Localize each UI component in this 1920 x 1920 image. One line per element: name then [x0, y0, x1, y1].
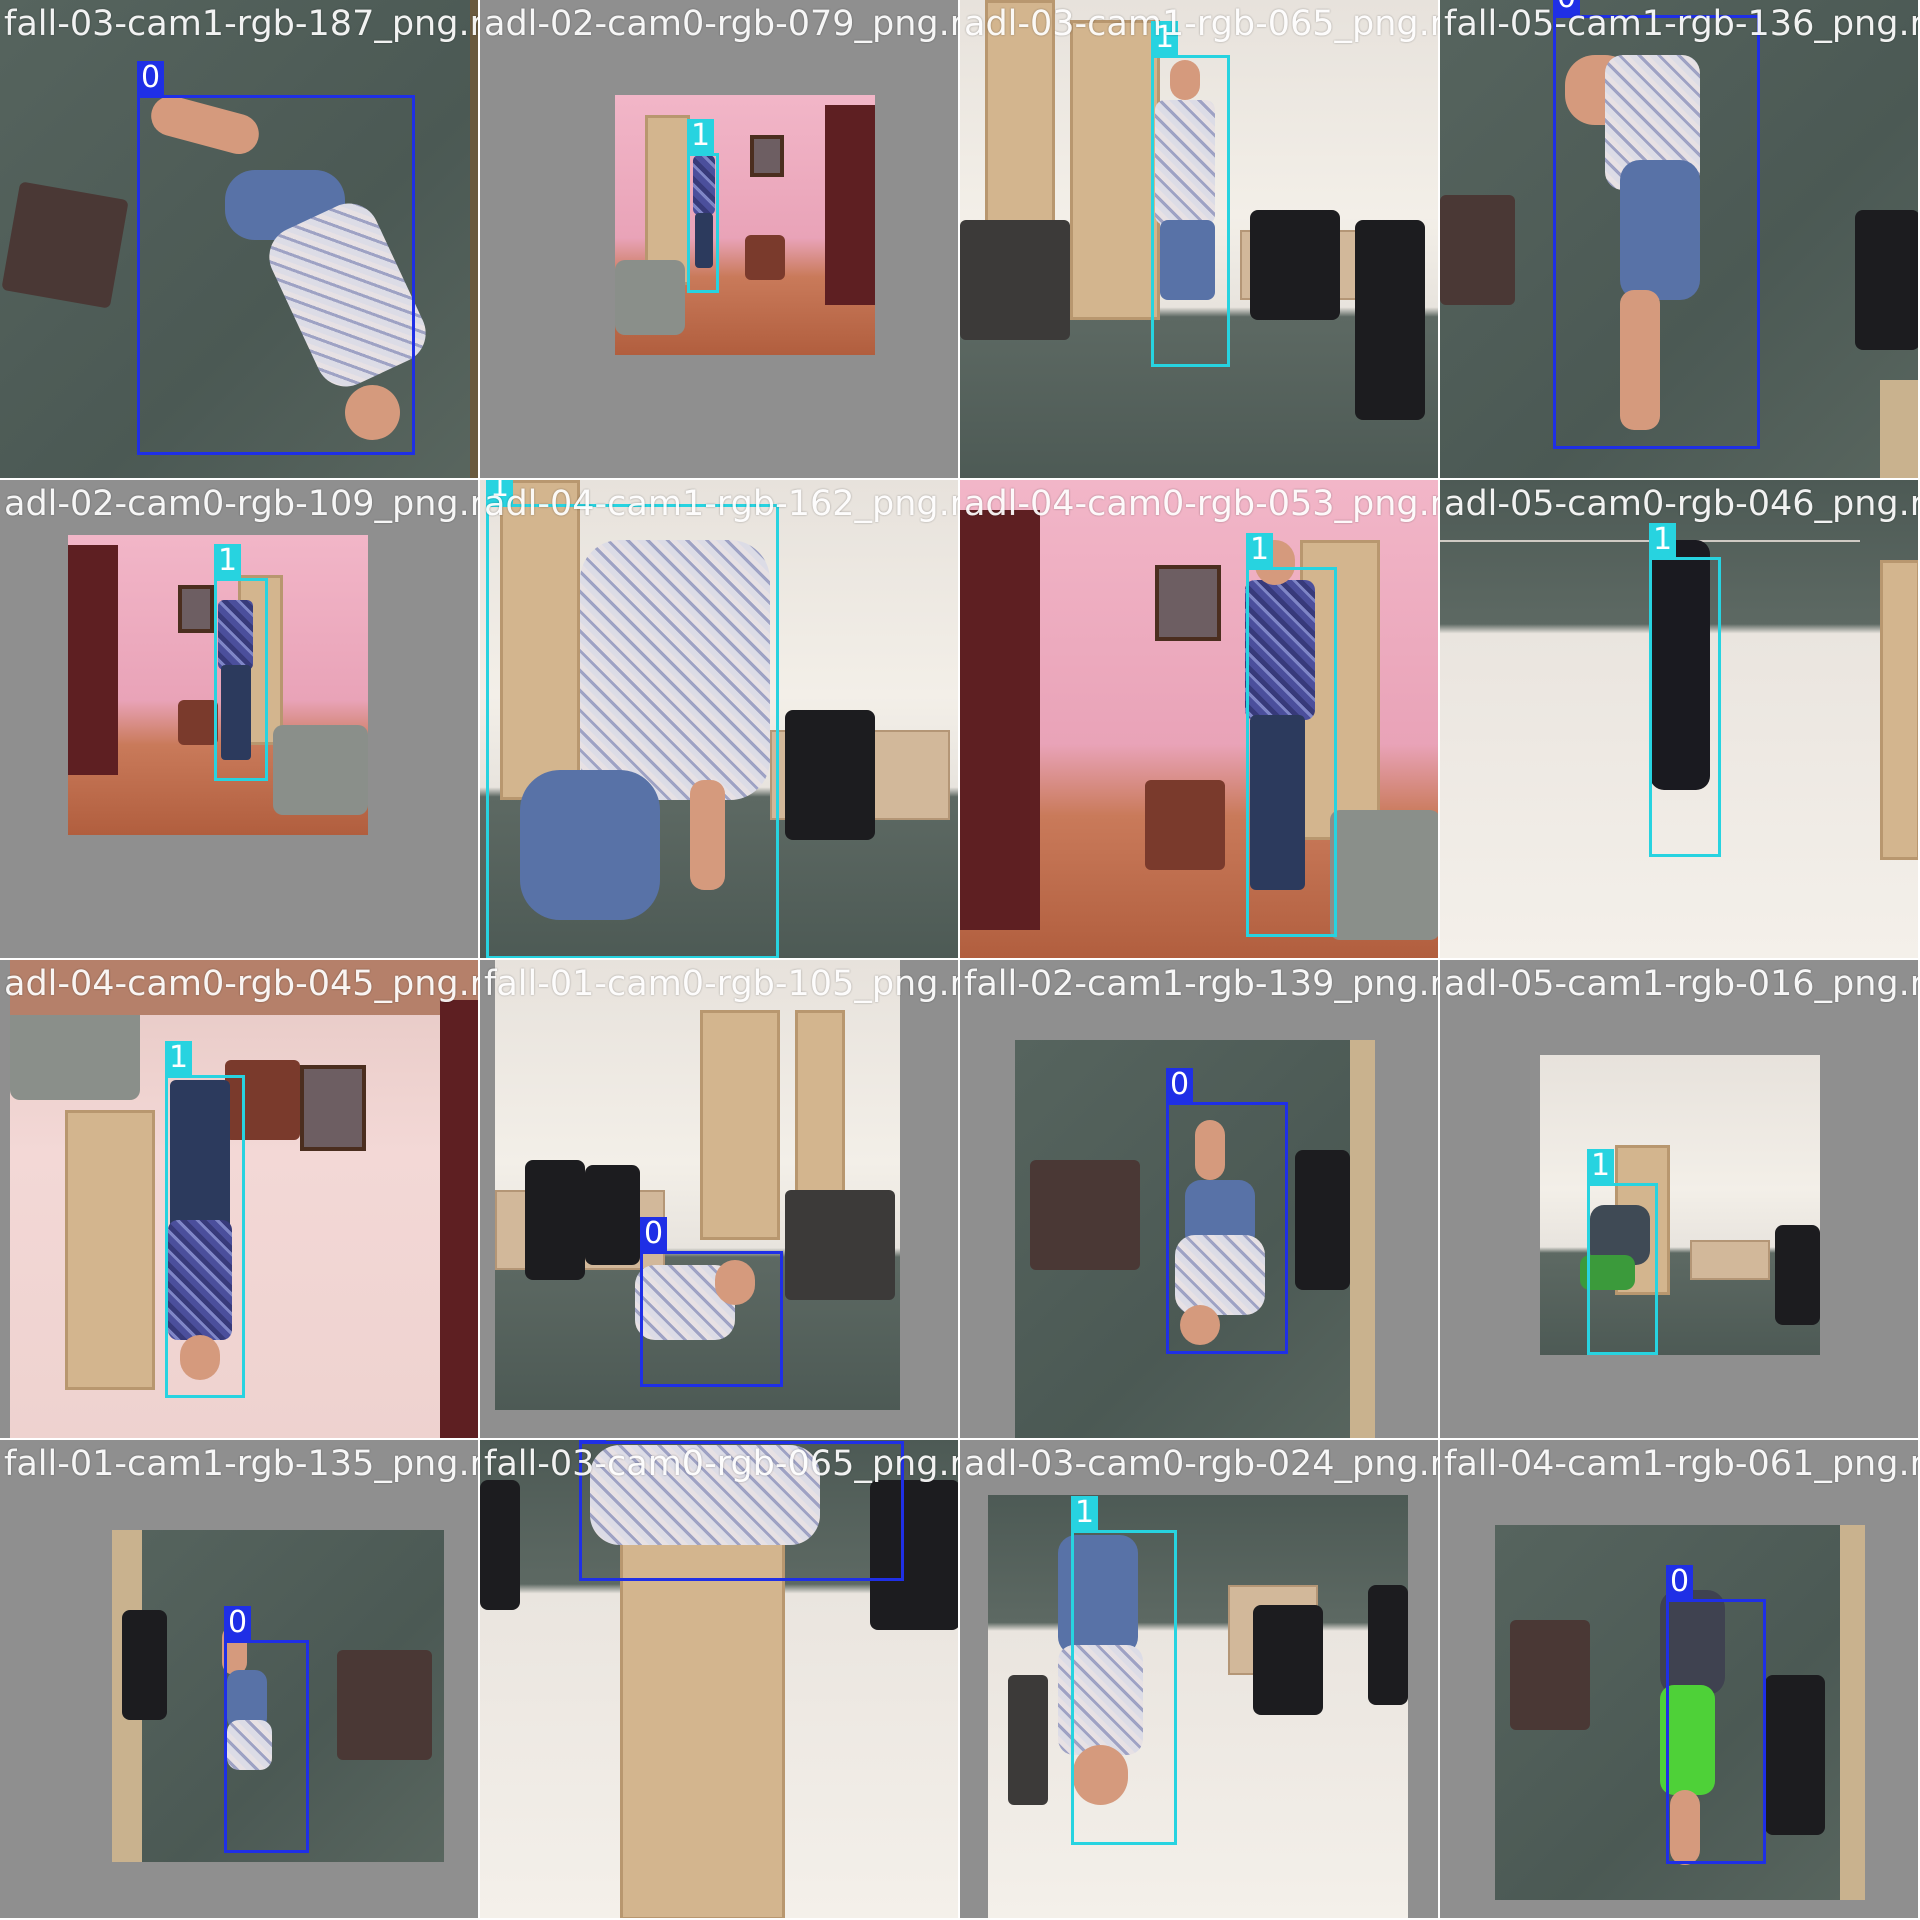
box-class-label: 0 — [224, 1606, 252, 1640]
bounding-box-class-1: 1 — [1587, 1149, 1658, 1355]
mosaic-tile: 1 adl-02-cam0-rgb-109_png.rf — [0, 480, 480, 960]
image-caption: fall-02-cam1-rgb-139_png.rf — [964, 964, 1440, 1004]
scene-image — [1015, 1040, 1375, 1438]
mosaic-tile: 1 adl-04-cam0-rgb-045_png.rf — [0, 960, 480, 1440]
mosaic-tile: 1 adl-03-cam1-rgb-065_png.rf — [960, 0, 1440, 480]
box-class-label: 1 — [165, 1041, 193, 1075]
image-caption: adl-02-cam0-rgb-109_png.rf — [4, 484, 480, 524]
image-caption: fall-01-cam0-rgb-105_png.rf — [484, 964, 960, 1004]
box-class-label: 1 — [1587, 1149, 1615, 1183]
scene-image — [1440, 0, 1918, 478]
bounding-box-class-0: 0 — [1666, 1565, 1766, 1864]
image-caption: fall-03-cam0-rgb-065_png.rf — [484, 1444, 960, 1484]
scene-image — [68, 535, 368, 835]
box-class-label: 0 — [137, 61, 165, 95]
bounding-box-class-1: 1 — [1649, 523, 1721, 857]
image-caption: adl-02-cam0-rgb-079_png.rf — [484, 4, 960, 44]
image-caption: fall-03-cam1-rgb-187_png.rf — [4, 4, 480, 44]
mosaic-tile: 0 fall-01-cam0-rgb-105_png.rf — [480, 960, 960, 1440]
box-class-label: 1 — [486, 480, 514, 504]
scene-image — [988, 1495, 1408, 1918]
box-class-label: 1 — [687, 119, 715, 153]
mosaic-tile: 1 adl-04-cam0-rgb-053_png.rf — [960, 480, 1440, 960]
scene-image — [1540, 1055, 1820, 1355]
box-class-label: 1 — [1151, 21, 1179, 55]
mosaic-tile: 0 fall-03-cam1-rgb-187_png.rf — [0, 0, 480, 480]
image-caption: fall-05-cam1-rgb-136_png.rf — [1444, 4, 1920, 44]
image-caption: fall-01-cam1-rgb-135_png.rf — [4, 1444, 480, 1484]
mosaic-tile: 0 fall-01-cam1-rgb-135_png.rf — [0, 1440, 480, 1920]
box-class-label: 1 — [1649, 523, 1677, 557]
box-class-label: 0 — [640, 1217, 668, 1251]
image-caption: adl-04-cam1-rgb-162_png.rf — [484, 484, 960, 524]
bounding-box-class-0: 0 — [640, 1217, 783, 1387]
bounding-box-class-1: 1 — [486, 480, 779, 958]
box-class-label: 1 — [1246, 533, 1274, 567]
mosaic-tile: 1 adl-05-cam1-rgb-016_png.rf — [1440, 960, 1920, 1440]
bounding-box-class-0: 0 — [1553, 0, 1760, 449]
mosaic-tile: 1 adl-05-cam0-rgb-046_png.rf — [1440, 480, 1920, 960]
mosaic-tile: 0 fall-04-cam1-rgb-061_png.rf — [1440, 1440, 1920, 1920]
bounding-box-class-1: 1 — [687, 119, 719, 293]
bounding-box-class-0: 0 — [224, 1606, 309, 1853]
box-class-label: 1 — [214, 544, 242, 578]
image-caption: fall-04-cam1-rgb-061_png.rf — [1444, 1444, 1920, 1484]
image-caption: adl-04-cam0-rgb-053_png.rf — [964, 484, 1440, 524]
image-caption: adl-03-cam1-rgb-065_png.rf — [964, 4, 1440, 44]
scene-image — [495, 960, 900, 1410]
scene-image — [112, 1530, 444, 1862]
bounding-box-class-1: 1 — [214, 544, 268, 781]
scene-image — [960, 0, 1438, 478]
scene-image — [960, 480, 1438, 958]
scene-image — [10, 960, 478, 1438]
scene-image — [480, 1440, 958, 1918]
mosaic-tile: 1 adl-02-cam0-rgb-079_png.rf — [480, 0, 960, 480]
image-caption: adl-05-cam0-rgb-046_png.rf — [1444, 484, 1920, 524]
image-caption: adl-05-cam1-rgb-016_png.rf — [1444, 964, 1920, 1004]
scene-image — [0, 0, 478, 478]
box-class-label: 0 — [1166, 1068, 1194, 1102]
mosaic-tile: 1 adl-04-cam1-rgb-162_png.rf — [480, 480, 960, 960]
box-class-label: 0 — [579, 1440, 607, 1441]
scene-image — [615, 95, 875, 355]
image-caption: adl-03-cam0-rgb-024_png.rf — [964, 1444, 1440, 1484]
mosaic-tile: 0 fall-05-cam1-rgb-136_png.rf — [1440, 0, 1920, 480]
bounding-box-class-1: 1 — [165, 1041, 245, 1398]
mosaic-tile: 0 fall-03-cam0-rgb-065_png.rf — [480, 1440, 960, 1920]
bounding-box-class-1: 1 — [1246, 533, 1337, 937]
bounding-box-class-1: 1 — [1071, 1496, 1177, 1845]
bounding-box-class-0: 0 — [137, 61, 415, 455]
box-class-label: 0 — [1553, 0, 1581, 15]
box-class-label: 1 — [1071, 1496, 1099, 1530]
box-class-label: 0 — [1666, 1565, 1694, 1599]
image-caption: adl-04-cam0-rgb-045_png.rf — [4, 964, 480, 1004]
bounding-box-class-0: 0 — [579, 1440, 904, 1581]
bounding-box-class-0: 0 — [1166, 1068, 1288, 1354]
bounding-box-class-1: 1 — [1151, 21, 1230, 367]
mosaic-tile: 0 fall-02-cam1-rgb-139_png.rf — [960, 960, 1440, 1440]
scene-image — [480, 480, 958, 958]
mosaic-tile: 1 adl-03-cam0-rgb-024_png.rf — [960, 1440, 1440, 1920]
